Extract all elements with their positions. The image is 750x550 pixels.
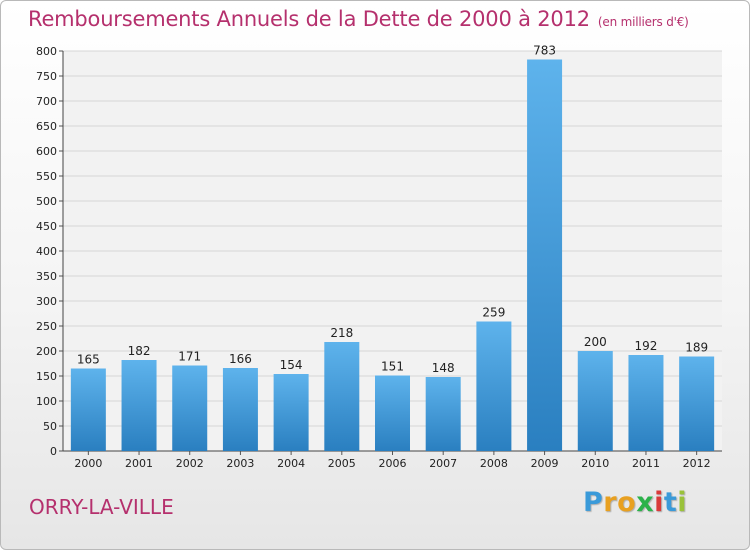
bar-2004 (273, 374, 309, 451)
bar-2007 (425, 377, 461, 451)
value-label-2003: 166 (229, 352, 252, 366)
value-label-2004: 154 (280, 358, 303, 372)
bar-2008 (476, 321, 512, 451)
bar-2001 (121, 360, 157, 451)
bar-2000 (70, 368, 106, 451)
unit-note: (en milliers d'€) (597, 15, 689, 29)
bar-2006 (375, 375, 410, 451)
bar-2009 (527, 59, 563, 451)
y-tick-label: 400 (36, 245, 57, 258)
y-tick-label: 600 (36, 145, 57, 158)
x-tick-label-2006: 2006 (379, 457, 407, 470)
x-tick-label-2005: 2005 (328, 457, 356, 470)
value-label-2012: 189 (685, 341, 708, 355)
x-tick-label-2010: 2010 (581, 457, 609, 470)
logo-letter: P (583, 487, 604, 518)
logo-letter: i (654, 487, 664, 518)
value-label-2001: 182 (128, 344, 151, 358)
bar-2011 (628, 355, 664, 451)
bar-2003 (222, 368, 258, 451)
logo-letter: i (677, 487, 688, 518)
value-label-2006: 151 (381, 360, 404, 374)
y-tick-label: 500 (36, 195, 57, 208)
logo-letter: x (636, 487, 655, 518)
x-tick-label-2007: 2007 (429, 457, 457, 470)
commune-name: ORRY-LA-VILLE (29, 495, 174, 519)
y-tick-label: 100 (36, 395, 57, 408)
value-label-2005: 218 (330, 326, 353, 340)
chart-title: Remboursements Annuels de la Dette de 20… (28, 7, 689, 31)
value-label-2010: 200 (584, 335, 607, 349)
y-tick-label: 800 (36, 45, 57, 58)
value-label-2008: 259 (482, 306, 505, 320)
value-label-2007: 148 (432, 361, 455, 375)
bar-2005 (324, 342, 360, 451)
x-tick-label-2008: 2008 (480, 457, 508, 470)
value-labels: 165 182 171 166 154 218 151 148 259 783 200 192 189 (77, 44, 708, 376)
y-tick-label: 450 (36, 220, 57, 233)
logo-letter: t (663, 487, 678, 518)
y-tick-label: 550 (36, 170, 57, 183)
proxiti-logo: Proxiti (583, 487, 687, 518)
x-tick-label-2012: 2012 (683, 457, 711, 470)
y-tick-label: 250 (36, 320, 57, 333)
y-tick-label: 50 (43, 420, 57, 433)
bar-2012 (679, 356, 715, 451)
x-tick-label-2003: 2003 (226, 457, 254, 470)
y-tick-label: 150 (36, 370, 57, 383)
x-tick-label-2011: 2011 (632, 457, 660, 470)
x-tick-label-2001: 2001 (125, 457, 153, 470)
bar-2002 (172, 365, 208, 451)
bar-2010 (577, 351, 613, 451)
y-tick-label: 650 (36, 120, 57, 133)
y-tick-label: 300 (36, 295, 57, 308)
bars (70, 59, 715, 451)
value-label-2009: 783 (533, 44, 556, 58)
x-tick-label-2009: 2009 (531, 457, 559, 470)
x-tick-label-2000: 2000 (74, 457, 102, 470)
logo-letter: o (617, 487, 637, 518)
y-tick-label: 700 (36, 95, 57, 108)
chart-title-text: Remboursements Annuels de la Dette de 20… (28, 7, 590, 31)
y-tick-label: 350 (36, 270, 57, 283)
y-tick-label: 200 (36, 345, 57, 358)
x-tick-label-2004: 2004 (277, 457, 305, 470)
value-label-2011: 192 (635, 339, 658, 353)
value-label-2002: 171 (178, 350, 201, 364)
logo-letter: r (603, 487, 618, 518)
y-tick-label: 750 (36, 70, 57, 83)
value-label-2000: 165 (77, 353, 100, 367)
y-tick-label: 0 (50, 445, 57, 458)
x-tick-label-2002: 2002 (176, 457, 204, 470)
